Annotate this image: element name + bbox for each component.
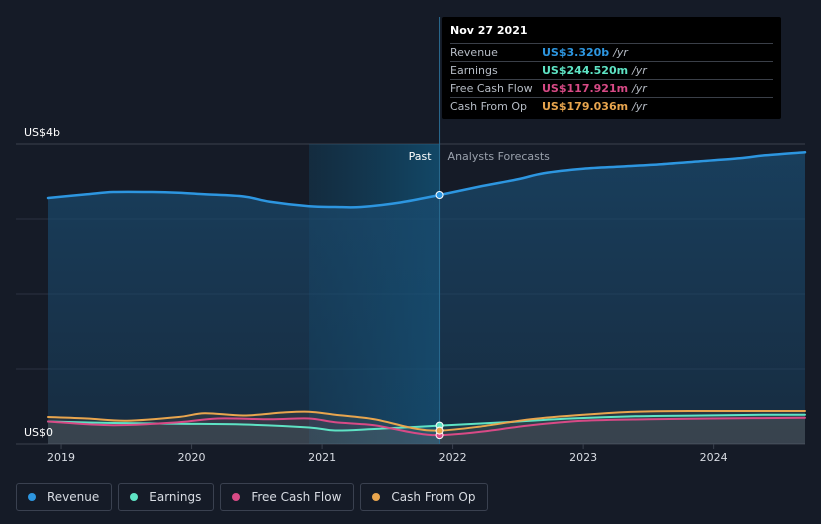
legend-item-revenue[interactable]: Revenue — [16, 483, 113, 511]
hover-markers — [435, 191, 444, 440]
legend-item-cash-from-op[interactable]: Cash From Op — [360, 483, 489, 511]
tooltip-row-value: US$3.320b — [542, 46, 610, 59]
tooltip-date: Nov 27 2021 — [450, 24, 528, 37]
forecast-region-label: Analysts Forecasts — [448, 150, 551, 163]
revenue-area — [48, 152, 805, 444]
x-tick-label: 2021 — [308, 451, 336, 464]
x-tick-label: 2019 — [47, 451, 75, 464]
tooltip-row-label: Cash From Op — [450, 100, 528, 113]
cash-from-op-line — [47, 409, 806, 432]
tooltip-row-unit: /yr — [632, 82, 647, 95]
legend-dot-icon — [232, 493, 241, 501]
legend-dot-icon — [130, 493, 139, 501]
tooltip-row-value: US$117.921m — [542, 82, 629, 95]
hover-tooltip: Nov 27 2021 Revenue US$3.320b/yr Earnings U… — [442, 17, 781, 119]
revenue-line — [46, 151, 807, 209]
tooltip-row-unit: /yr — [632, 100, 647, 113]
legend-label: Earnings — [149, 490, 202, 504]
tooltip-row: Revenue US$3.320b/yr — [450, 43, 773, 61]
cash-from-op-marker — [435, 426, 444, 435]
x-axis-ticks: 2019 2020 2021 2022 2023 2024 — [47, 444, 728, 464]
x-tick-label: 2022 — [439, 451, 467, 464]
legend-dot-icon — [28, 493, 36, 501]
legend: Revenue Earnings Free Cash Flow Cash From O… — [16, 483, 489, 511]
x-tick-label: 2024 — [700, 451, 728, 464]
tooltip-row: Earnings US$244.520m/yr — [450, 61, 773, 79]
legend-label: Cash From Op — [391, 490, 476, 504]
legend-label: Free Cash Flow — [251, 490, 342, 504]
tooltip-row-unit: /yr — [613, 46, 628, 59]
tooltip-row-value: US$179.036m — [542, 100, 629, 113]
legend-dot-icon — [372, 493, 381, 501]
tooltip-row-label: Revenue — [450, 46, 498, 59]
tooltip-row-label: Free Cash Flow — [450, 82, 533, 95]
tooltip-rows: Revenue US$3.320b/yr Earnings US$244.520m/y… — [450, 43, 773, 115]
legend-item-free-cash-flow[interactable]: Free Cash Flow — [220, 483, 355, 511]
tooltip-row: Free Cash Flow US$117.921m/yr — [450, 79, 773, 97]
free-cash-flow-line — [47, 416, 806, 437]
legend-label: Revenue — [47, 490, 100, 504]
revenue-marker — [435, 191, 444, 199]
legend-item-earnings[interactable]: Earnings — [118, 483, 215, 511]
tooltip-row-unit: /yr — [632, 64, 647, 77]
y-axis-top-label: US$4b — [24, 126, 60, 139]
tooltip-row-label: Earnings — [450, 64, 498, 77]
tooltip-row: Cash From Op US$179.036m/yr — [450, 97, 773, 115]
y-axis-bottom-label: US$0 — [24, 426, 53, 439]
tooltip-row-value: US$244.520m — [542, 64, 629, 77]
past-region-label: Past — [409, 150, 433, 163]
x-tick-label: 2023 — [569, 451, 597, 464]
series-lines — [46, 151, 807, 437]
x-tick-label: 2020 — [178, 451, 206, 464]
